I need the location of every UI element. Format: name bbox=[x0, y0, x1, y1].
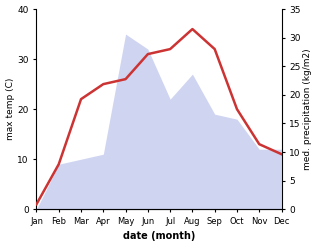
Y-axis label: med. precipitation (kg/m2): med. precipitation (kg/m2) bbox=[303, 48, 313, 170]
X-axis label: date (month): date (month) bbox=[123, 231, 195, 242]
Y-axis label: max temp (C): max temp (C) bbox=[5, 78, 15, 140]
